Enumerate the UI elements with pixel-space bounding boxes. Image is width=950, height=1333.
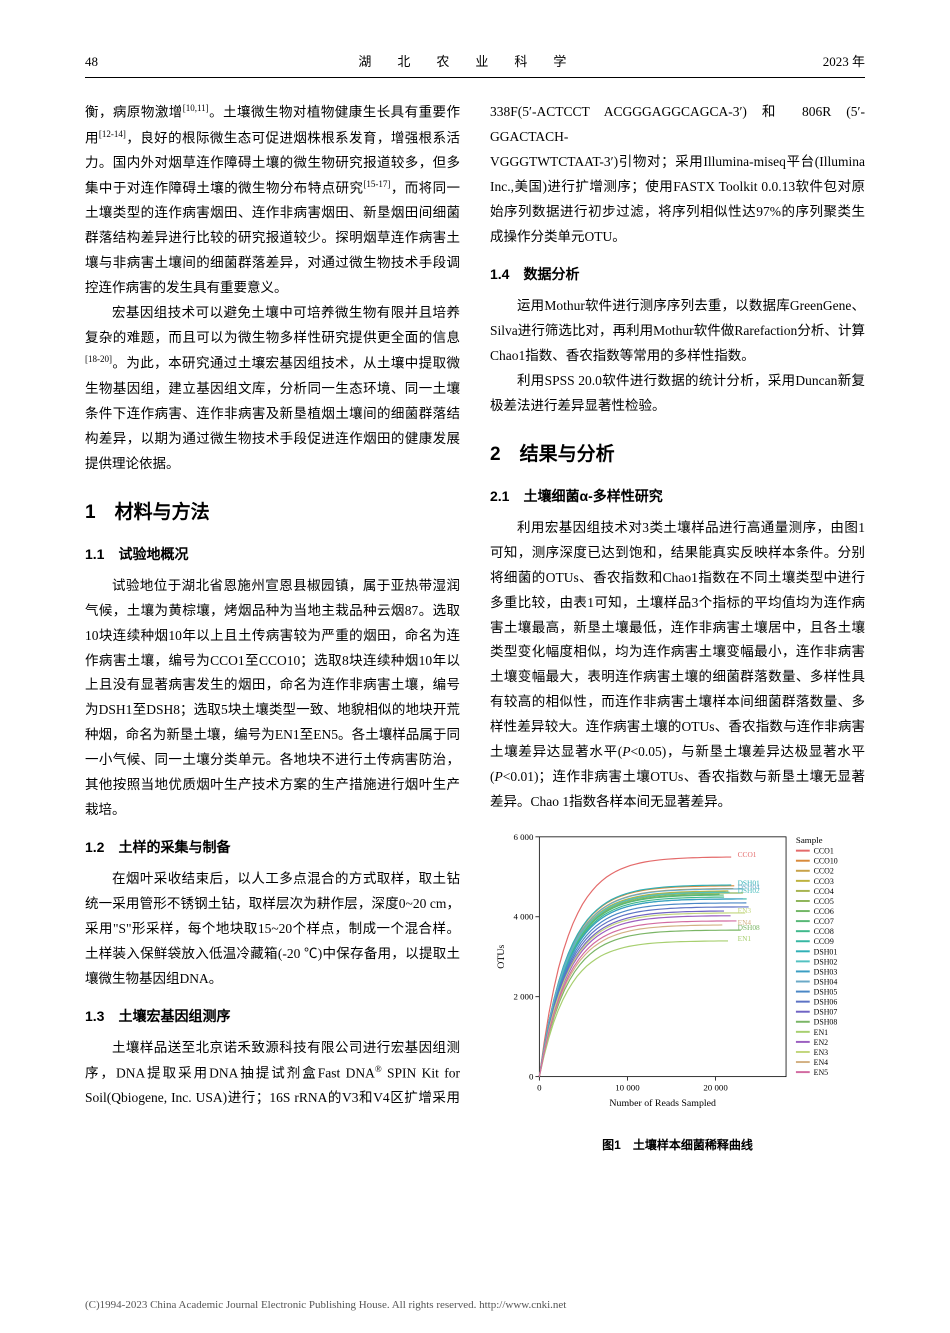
- figure-1-caption: 图1 土壤样本细菌稀释曲线: [490, 1134, 865, 1156]
- ref-15-17: [15-17]: [363, 179, 390, 189]
- svg-text:20 000: 20 000: [703, 1083, 728, 1093]
- svg-text:DSH05: DSH05: [814, 988, 838, 997]
- text: 宏基因组技术可以避免土壤中可培养微生物有限并且培养复杂的难题，而且可以为微生物多…: [85, 305, 460, 345]
- svg-text:EN3: EN3: [738, 906, 752, 915]
- text: 。为此，本研究通过土壤宏基因组技术，从土壤中提取微生物基因组，建立基因组文库，分…: [85, 356, 460, 471]
- heading-2-1: 2.1 土壤细菌α-多样性研究: [490, 484, 865, 510]
- svg-text:10 000: 10 000: [615, 1083, 640, 1093]
- svg-text:0: 0: [537, 1083, 542, 1093]
- ref-10-11: [10,11]: [183, 103, 209, 113]
- para-2-1: 利用宏基因组技术对3类土壤样品进行高通量测序，由图1可知，测序深度已达到饱和，结…: [490, 516, 865, 816]
- heading-1-4: 1.4 数据分析: [490, 262, 865, 288]
- svg-text:CCO7: CCO7: [814, 917, 834, 926]
- svg-text:Number of Reads Sampled: Number of Reads Sampled: [609, 1098, 716, 1109]
- svg-text:0: 0: [529, 1072, 534, 1082]
- svg-text:EN4: EN4: [814, 1058, 828, 1067]
- svg-text:EN1: EN1: [814, 1028, 828, 1037]
- svg-text:CCO9: CCO9: [814, 937, 834, 946]
- heading-1-2: 1.2 土样的采集与制备: [85, 835, 460, 861]
- body-columns: 衡，病原物激增[10,11]。土壤微生物对植物健康生长具有重要作用[12-14]…: [85, 100, 865, 1156]
- svg-text:DSH02: DSH02: [738, 886, 760, 895]
- page-footer: (C)1994-2023 China Academic Journal Elec…: [85, 1295, 566, 1315]
- figure-1: 0 2 000 4 000 6 000 0 10 000 20 000 Number of R…: [490, 825, 865, 1156]
- para-intro-1: 衡，病原物激增[10,11]。土壤微生物对植物健康生长具有重要作用[12-14]…: [85, 100, 460, 301]
- heading-2: 2 结果与分析: [490, 437, 865, 472]
- heading-1-1: 1.1 试验地概况: [85, 542, 460, 568]
- page-number: 48: [85, 50, 98, 74]
- ref-18-20: [18-20]: [85, 354, 112, 364]
- text: ，而将同一土壤类型的连作病害烟田、连作非病害烟田、新垦烟田间细菌群落结构差异进行…: [85, 180, 460, 295]
- svg-text:DSH08: DSH08: [814, 1018, 838, 1027]
- svg-text:CCO3: CCO3: [814, 877, 834, 886]
- p-value-1: P: [622, 744, 630, 759]
- journal-title: 湖北农业科学: [98, 50, 823, 74]
- ref-12-14: [12-14]: [99, 129, 126, 139]
- svg-text:EN3: EN3: [814, 1048, 828, 1057]
- svg-text:CCO2: CCO2: [814, 867, 834, 876]
- svg-text:4 000: 4 000: [513, 912, 534, 922]
- para-1-1: 试验地位于湖北省恩施州宣恩县椒园镇，属于亚热带湿润气候，土壤为黄棕壤，烤烟品种为…: [85, 574, 460, 824]
- svg-text:CCO5: CCO5: [814, 897, 834, 906]
- svg-text:DSH03: DSH03: [814, 968, 838, 977]
- heading-1: 1 材料与方法: [85, 495, 460, 530]
- para-1-3-cont: VGGGTWTCTAAT-3′)引物对；采用Illumina-miseq平台(I…: [490, 150, 865, 250]
- svg-text:DSH01: DSH01: [814, 948, 838, 957]
- svg-text:DSH08: DSH08: [738, 923, 760, 932]
- p-value-2: P: [495, 769, 503, 784]
- heading-1-3: 1.3 土壤宏基因组测序: [85, 1004, 460, 1030]
- text: 利用宏基因组技术对3类土壤样品进行高通量测序，由图1可知，测序深度已达到饱和，结…: [490, 520, 865, 760]
- svg-text:EN5: EN5: [814, 1068, 828, 1077]
- svg-text:6 000: 6 000: [513, 832, 534, 842]
- para-1-4b: 利用SPSS 20.0软件进行数据的统计分析，采用Duncan新复极差法进行差异…: [490, 369, 865, 419]
- para-1-2: 在烟叶采收结束后，以人工多点混合的方式取样，取土钻统一采用管形不锈钢土钻，取样层…: [85, 867, 460, 992]
- svg-text:CCO4: CCO4: [814, 887, 834, 896]
- svg-text:DSH04: DSH04: [814, 978, 838, 987]
- svg-text:EN2: EN2: [814, 1038, 828, 1047]
- para-1-4a: 运用Mothur软件进行测序序列去重，以数据库GreenGene、Silva进行…: [490, 294, 865, 369]
- page-header: 48 湖北农业科学 2023 年: [85, 50, 865, 78]
- reg-mark: ®: [375, 1064, 382, 1074]
- svg-text:CCO8: CCO8: [814, 927, 834, 936]
- svg-text:CCO1: CCO1: [814, 847, 834, 856]
- text: <0.01)；连作非病害土壤OTUs、香农指数与新垦土壤无显著差异。Chao 1…: [490, 769, 865, 809]
- svg-text:2 000: 2 000: [513, 992, 534, 1002]
- svg-text:DSH07: DSH07: [814, 1008, 838, 1017]
- svg-text:DSH02: DSH02: [814, 958, 838, 967]
- svg-text:CCO1: CCO1: [738, 850, 757, 859]
- rarefaction-chart: 0 2 000 4 000 6 000 0 10 000 20 000 Number of R…: [490, 825, 865, 1121]
- svg-text:CCO6: CCO6: [814, 907, 834, 916]
- svg-text:EN1: EN1: [738, 934, 752, 943]
- para-intro-2: 宏基因组技术可以避免土壤中可培养微生物有限并且培养复杂的难题，而且可以为微生物多…: [85, 301, 460, 476]
- svg-text:Sample: Sample: [796, 835, 823, 845]
- page-year: 2023 年: [823, 50, 865, 74]
- svg-text:DSH06: DSH06: [814, 998, 838, 1007]
- svg-text:CCO10: CCO10: [814, 857, 838, 866]
- svg-text:OTUs: OTUs: [496, 945, 507, 969]
- text: 衡，病原物激增: [85, 105, 183, 120]
